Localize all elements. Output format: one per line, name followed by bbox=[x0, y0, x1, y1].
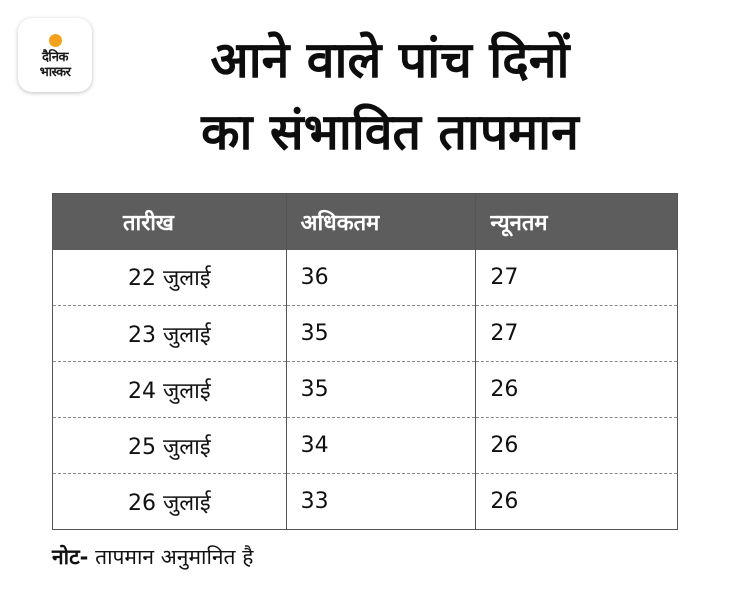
cell-date: 23 जुलाई bbox=[52, 305, 287, 362]
cell-max: 36 bbox=[285, 249, 476, 306]
page-title-line2: का संभावित तापमान bbox=[201, 103, 579, 161]
header-max: अधिकतम bbox=[285, 193, 476, 250]
sun-icon bbox=[48, 34, 62, 47]
table-header-row: तारीख अधिकतम न्यूनतम bbox=[52, 193, 678, 250]
cell-min: 27 bbox=[475, 305, 678, 362]
header-date: तारीख bbox=[52, 193, 287, 250]
footnote-text: तापमान अनुमानित है bbox=[95, 545, 254, 569]
footnote: नोट- तापमान अनुमानित है bbox=[52, 540, 253, 574]
cell-max: 33 bbox=[285, 473, 476, 530]
temperature-table: तारीख अधिकतम न्यूनतम 22 जुलाई 36 27 23 ज… bbox=[52, 193, 678, 530]
cell-date: 24 जुलाई bbox=[52, 361, 287, 418]
cell-min: 27 bbox=[475, 249, 678, 306]
dainik-bhaskar-logo: दैनिक भास्कर bbox=[18, 18, 92, 92]
cell-max: 34 bbox=[285, 417, 476, 474]
footnote-label: नोट- bbox=[52, 545, 89, 569]
table-row: 25 जुलाई 34 26 bbox=[52, 417, 678, 474]
table-row: 22 जुलाई 36 27 bbox=[53, 249, 678, 306]
cell-min: 26 bbox=[475, 361, 678, 418]
table-row: 23 जुलाई 35 27 bbox=[52, 305, 678, 362]
cell-date: 26 जुलाई bbox=[52, 473, 287, 530]
cell-max: 35 bbox=[285, 305, 476, 362]
logo-text-line1: दैनिक bbox=[42, 50, 68, 65]
cell-max: 35 bbox=[285, 361, 476, 418]
cell-date: 25 जुलाई bbox=[52, 417, 287, 474]
logo-text-line2: भास्कर bbox=[39, 65, 71, 80]
cell-min: 26 bbox=[475, 473, 678, 530]
table-row: 24 जुलाई 35 26 bbox=[52, 361, 678, 418]
table-row: 26 जुलाई 33 26 bbox=[52, 473, 678, 530]
cell-date: 22 जुलाई bbox=[127, 266, 211, 292]
cell-min: 26 bbox=[475, 417, 678, 474]
page-title: आने वाले पांच दिनों का संभावित तापमान bbox=[110, 24, 670, 168]
header-min: न्यूनतम bbox=[475, 193, 678, 250]
page-title-line1: आने वाले पांच दिनों bbox=[210, 31, 570, 89]
